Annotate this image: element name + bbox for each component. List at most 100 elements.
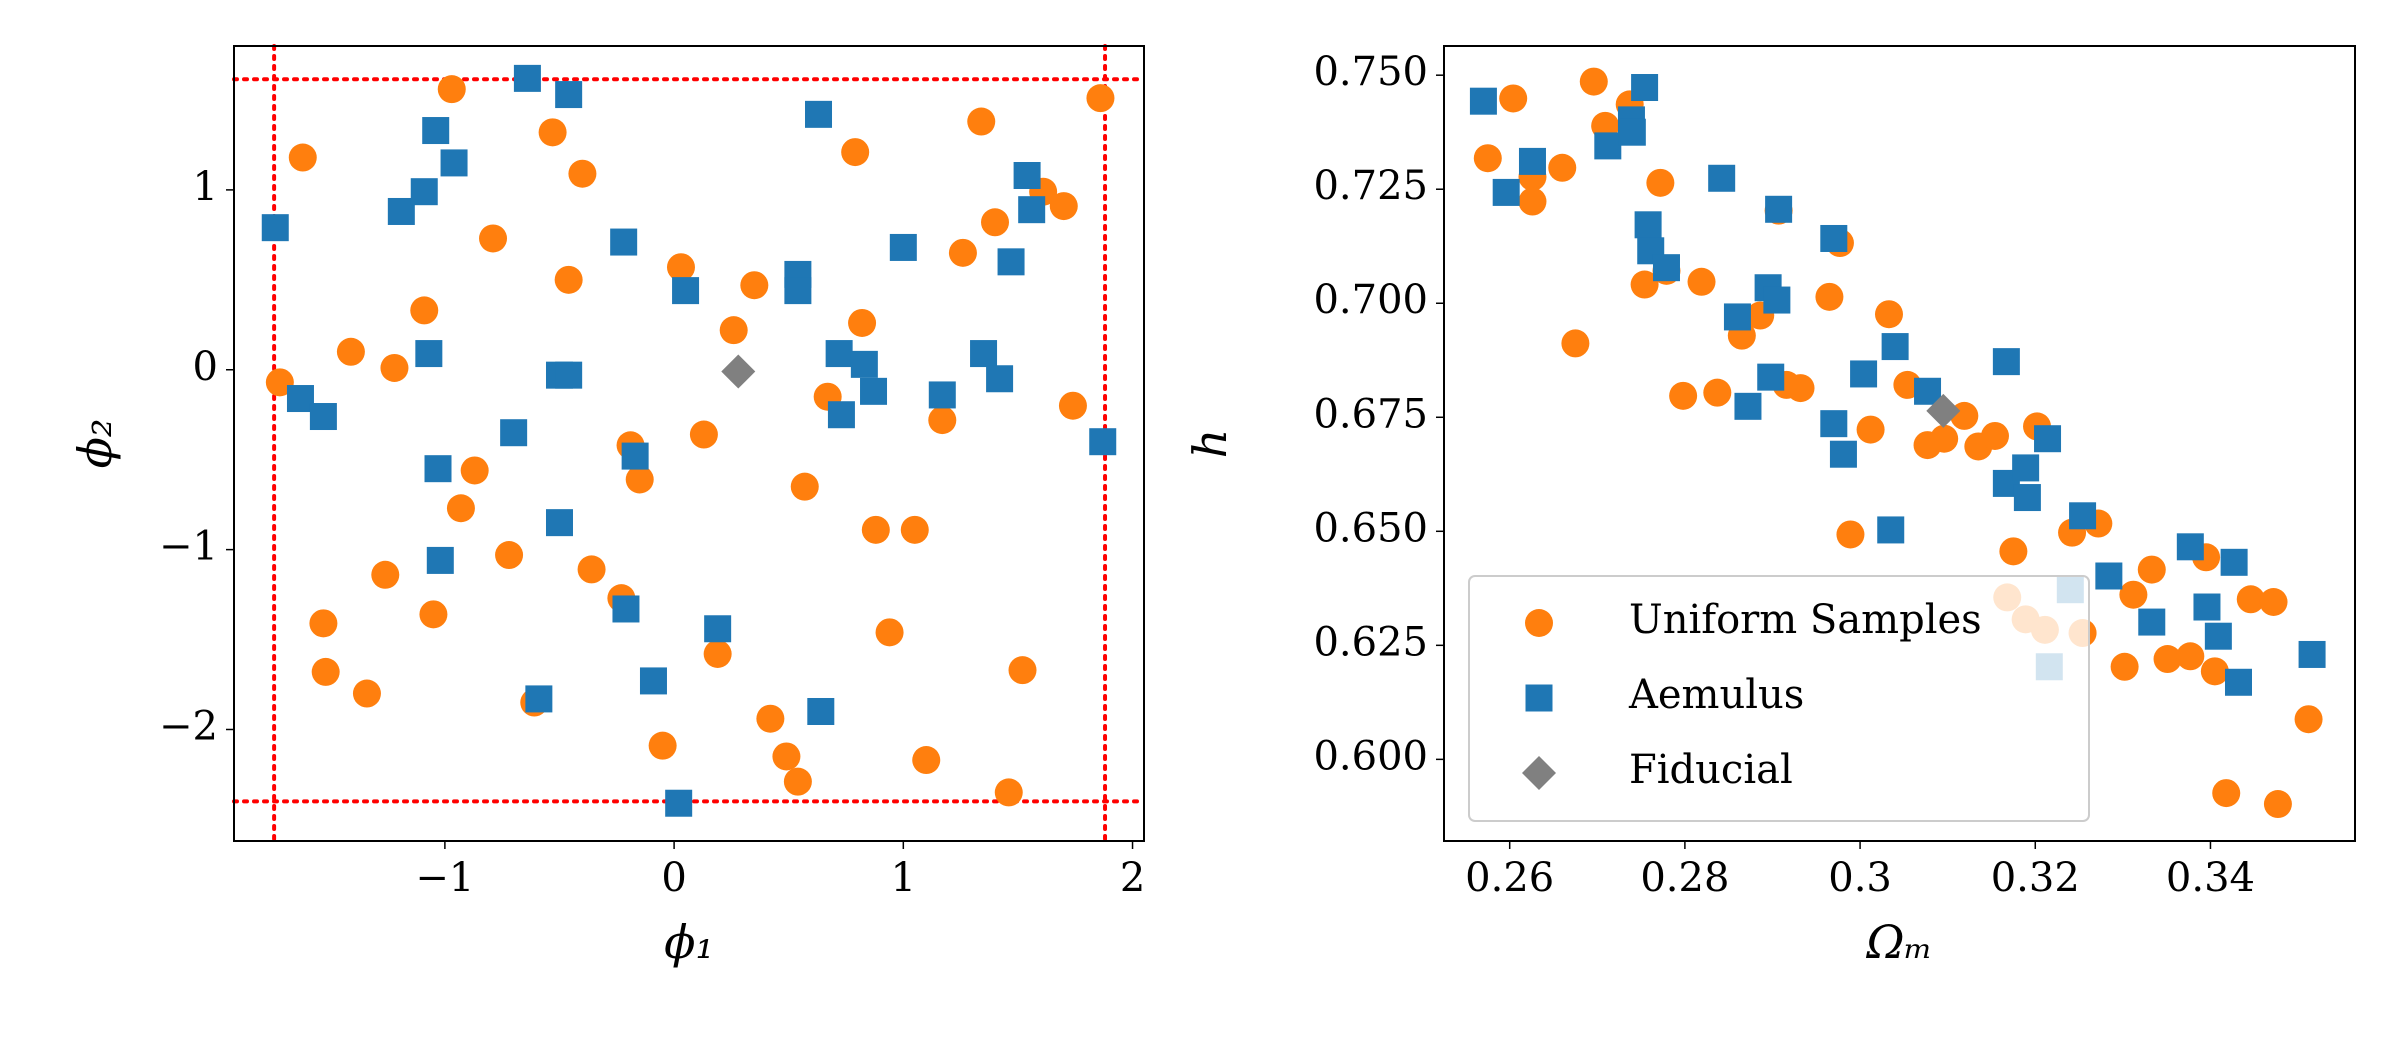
point <box>2069 502 2097 530</box>
point <box>1815 282 1844 311</box>
point <box>387 197 415 225</box>
point <box>1518 147 1546 175</box>
point <box>889 233 917 261</box>
point <box>1881 333 1909 361</box>
legend-label: Fiducial <box>1629 747 1793 793</box>
point <box>1579 67 1608 96</box>
x-tick-label: 0.26 <box>1465 855 1554 901</box>
point <box>2212 779 2241 808</box>
x-axis-label: ϕ₁ <box>664 915 714 969</box>
point <box>437 75 466 104</box>
point <box>689 420 718 449</box>
point <box>1836 520 1865 549</box>
point <box>1708 164 1736 192</box>
point <box>1631 74 1659 102</box>
point <box>2013 484 2041 512</box>
point <box>612 595 640 623</box>
point <box>1013 162 1041 190</box>
point <box>265 368 294 397</box>
point <box>2200 657 2229 686</box>
x-tick-label: 1 <box>891 855 916 901</box>
point <box>1499 84 1528 113</box>
point <box>1930 424 1959 453</box>
point <box>986 365 1014 393</box>
point <box>410 296 439 325</box>
point <box>756 704 785 733</box>
x-tick-label: 0.34 <box>2166 855 2255 901</box>
point <box>525 685 553 713</box>
point <box>1652 254 1680 282</box>
y-axis-label: ϕ₂ <box>68 419 122 469</box>
point <box>1492 178 1520 206</box>
point <box>2204 622 2232 650</box>
point <box>1646 168 1675 197</box>
point <box>1687 267 1716 296</box>
point <box>1618 118 1646 146</box>
point <box>554 265 583 294</box>
point <box>860 377 888 405</box>
point <box>1058 391 1087 420</box>
point <box>848 308 877 337</box>
point <box>1469 87 1497 115</box>
point <box>311 657 340 686</box>
point <box>841 138 870 167</box>
point <box>625 465 654 494</box>
point <box>440 149 468 177</box>
point <box>1049 192 1078 221</box>
point <box>1089 428 1117 456</box>
point <box>928 381 956 409</box>
point <box>805 100 833 128</box>
point <box>2153 645 2182 674</box>
point <box>410 178 438 206</box>
x-axis-label: Ωₘ <box>1865 915 1932 969</box>
x-tick-label: 2 <box>1120 855 1145 901</box>
point <box>1874 300 1903 329</box>
x-tick-label: 0 <box>661 855 686 901</box>
y-tick-label: 0.625 <box>1313 619 1428 665</box>
point <box>568 159 597 188</box>
point <box>1594 132 1622 160</box>
point <box>1018 196 1046 224</box>
point <box>555 81 583 109</box>
point <box>1820 224 1848 252</box>
point <box>2137 555 2166 584</box>
point <box>1086 84 1115 113</box>
point <box>621 442 649 470</box>
point <box>740 271 769 300</box>
point <box>513 64 541 92</box>
point <box>875 618 904 647</box>
point <box>1763 286 1791 314</box>
legend-box <box>1468 575 2090 822</box>
point <box>2110 652 2139 681</box>
point <box>2095 562 2123 590</box>
point <box>1992 348 2020 376</box>
point <box>672 277 700 305</box>
point <box>648 731 677 760</box>
point <box>2034 425 2062 453</box>
point <box>1669 381 1698 410</box>
point <box>479 224 508 253</box>
point <box>2193 593 2221 621</box>
point <box>2220 548 2248 576</box>
point <box>460 456 489 485</box>
legend: Uniform Samples Aemulus Fiducial <box>1468 575 2090 822</box>
point <box>1723 303 1751 331</box>
point <box>1548 153 1577 182</box>
point <box>967 107 996 136</box>
point <box>380 353 409 382</box>
point <box>827 401 855 429</box>
y-tick-label: 0.750 <box>1313 49 1428 95</box>
y-tick-label: 0 <box>193 344 218 390</box>
point <box>446 494 475 523</box>
point <box>970 340 998 368</box>
point <box>426 546 454 574</box>
point <box>948 238 977 267</box>
y-tick-label: 0.675 <box>1313 391 1428 437</box>
x-tick-label: 0.32 <box>1991 855 2080 901</box>
point <box>1926 393 1961 428</box>
point <box>2012 454 2040 482</box>
point <box>371 560 400 589</box>
point <box>666 253 695 282</box>
point <box>422 117 450 145</box>
point <box>850 350 878 378</box>
